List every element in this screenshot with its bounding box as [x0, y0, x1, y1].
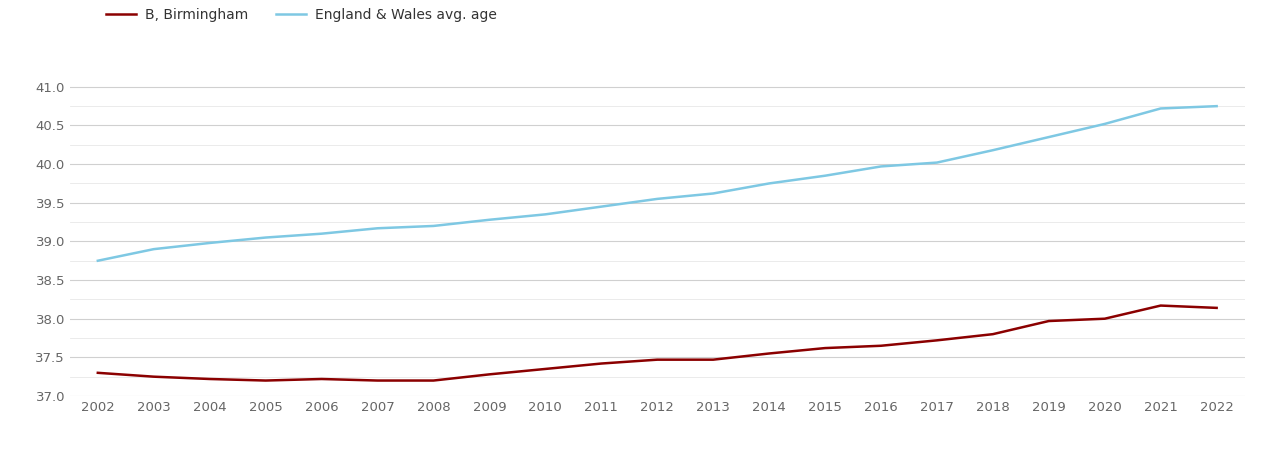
England & Wales avg. age	[706, 191, 721, 196]
B, Birmingham	[481, 372, 497, 377]
England & Wales avg. age	[762, 181, 777, 186]
B, Birmingham	[1041, 318, 1057, 324]
England & Wales avg. age	[986, 148, 1001, 153]
B, Birmingham	[650, 357, 665, 362]
England & Wales avg. age	[370, 225, 385, 231]
B, Birmingham	[258, 378, 273, 383]
England & Wales avg. age	[593, 204, 608, 209]
England & Wales avg. age	[1041, 135, 1057, 140]
B, Birmingham	[593, 361, 608, 366]
England & Wales avg. age	[314, 231, 329, 236]
England & Wales avg. age	[425, 223, 441, 229]
England & Wales avg. age	[818, 173, 833, 178]
B, Birmingham	[874, 343, 889, 348]
B, Birmingham	[537, 366, 552, 372]
England & Wales avg. age	[1153, 106, 1168, 111]
England & Wales avg. age	[874, 164, 889, 169]
B, Birmingham	[202, 376, 217, 382]
B, Birmingham	[314, 376, 329, 382]
B, Birmingham	[706, 357, 721, 362]
Legend: B, Birmingham, England & Wales avg. age: B, Birmingham, England & Wales avg. age	[100, 2, 502, 27]
B, Birmingham	[818, 346, 833, 351]
England & Wales avg. age	[481, 217, 497, 222]
B, Birmingham	[1209, 305, 1224, 310]
B, Birmingham	[90, 370, 105, 375]
England & Wales avg. age	[930, 160, 945, 165]
England & Wales avg. age	[90, 258, 105, 263]
B, Birmingham	[370, 378, 385, 383]
B, Birmingham	[762, 351, 777, 356]
B, Birmingham	[986, 332, 1001, 337]
England & Wales avg. age	[537, 212, 552, 217]
B, Birmingham	[1153, 303, 1168, 308]
B, Birmingham	[146, 374, 161, 379]
Line: B, Birmingham: B, Birmingham	[98, 306, 1217, 381]
B, Birmingham	[425, 378, 441, 383]
England & Wales avg. age	[650, 196, 665, 202]
Line: England & Wales avg. age: England & Wales avg. age	[98, 106, 1217, 261]
B, Birmingham	[1097, 316, 1113, 321]
England & Wales avg. age	[1209, 104, 1224, 109]
England & Wales avg. age	[146, 247, 161, 252]
England & Wales avg. age	[202, 240, 217, 246]
England & Wales avg. age	[258, 235, 273, 240]
England & Wales avg. age	[1097, 121, 1113, 126]
B, Birmingham	[930, 338, 945, 343]
